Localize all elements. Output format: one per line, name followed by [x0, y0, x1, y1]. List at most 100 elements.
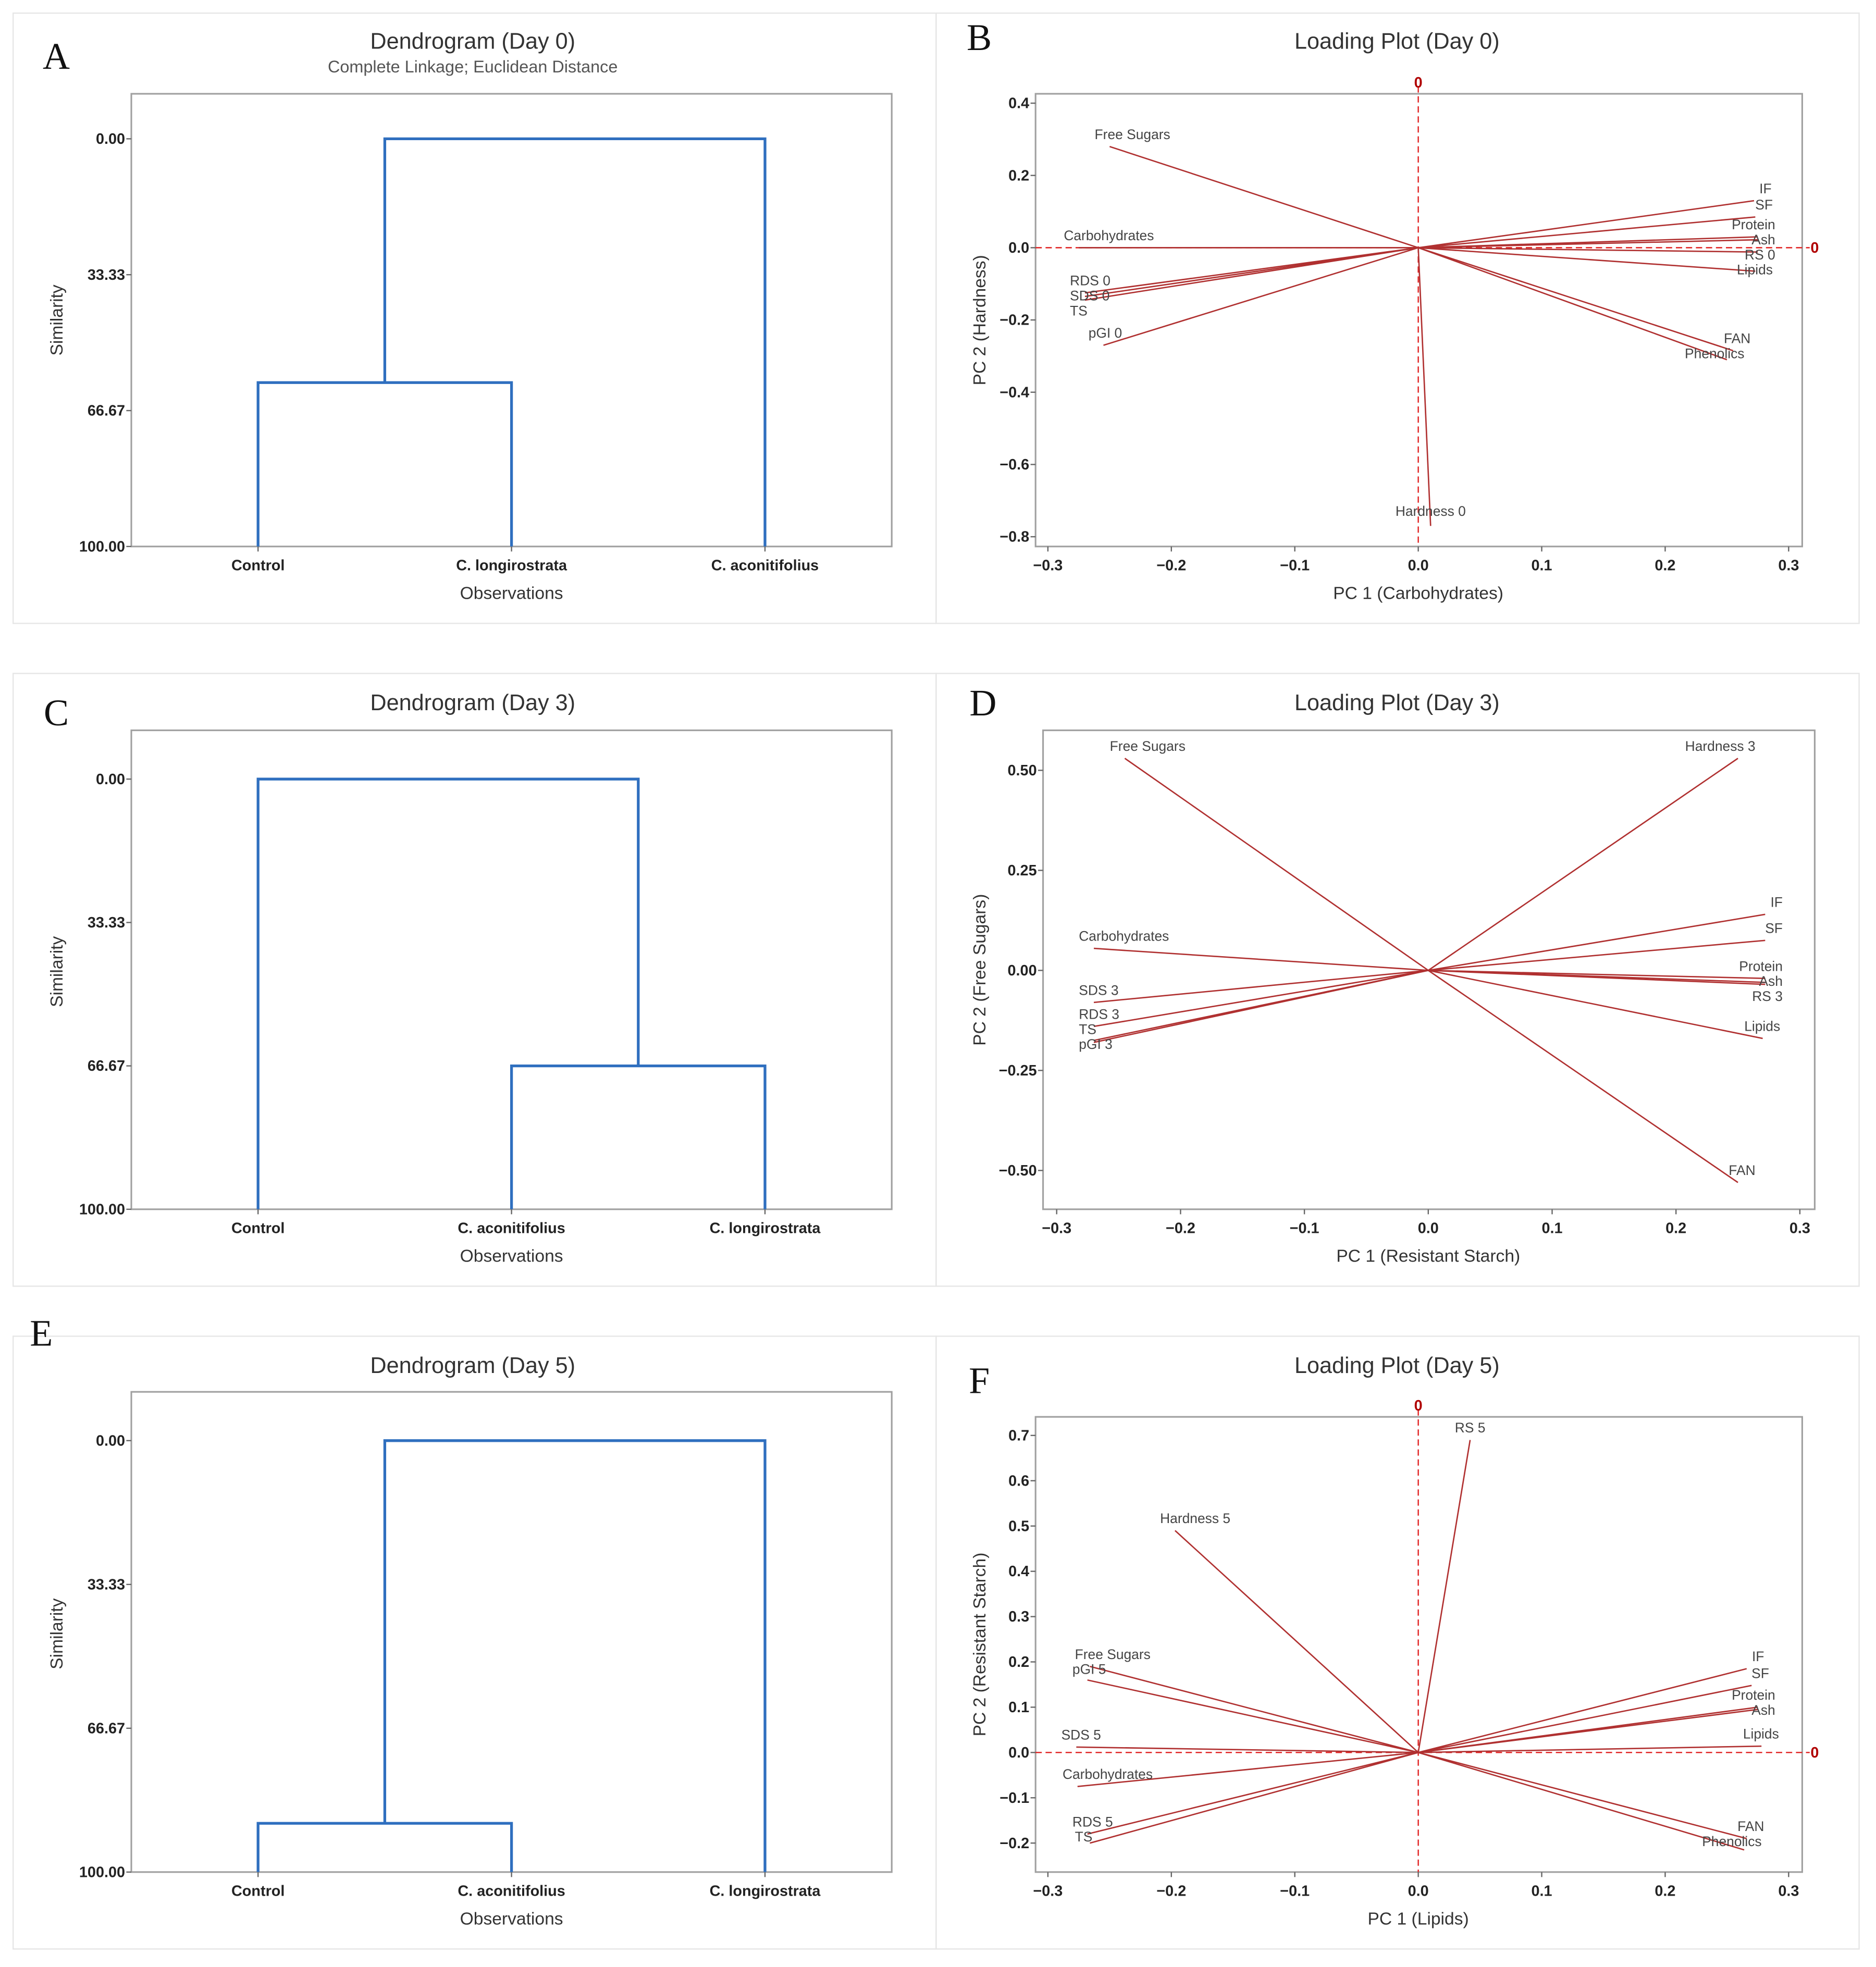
y-tick-label: 100.00 — [79, 1201, 125, 1218]
loading-vector — [1077, 1752, 1418, 1787]
loading-vector — [1418, 247, 1756, 272]
vector-label: Hardness 3 — [1685, 738, 1756, 754]
y-tick-label: 0.6 — [1008, 1473, 1029, 1489]
panel-letter: C — [44, 692, 69, 734]
vector-label: Phenolics — [1702, 1834, 1761, 1849]
loading-vector — [1418, 247, 1758, 253]
y-tick-label: 0.0 — [1008, 240, 1029, 256]
leaf-label: C. longirostrata — [710, 1883, 821, 1899]
leaf-label: C. aconitifolius — [711, 557, 819, 574]
x-tick-label: 0.3 — [1778, 1883, 1799, 1899]
x-tick-label: −0.3 — [1042, 1220, 1071, 1236]
x-tick-label: 0.3 — [1789, 1220, 1810, 1236]
panel-border — [13, 673, 937, 1287]
loading-vector — [1093, 970, 1429, 1043]
loading-vector — [1428, 758, 1738, 971]
panel-letter: B — [967, 17, 992, 58]
vector-label: SDS 5 — [1062, 1727, 1101, 1742]
x-tick-label: −0.3 — [1033, 1883, 1063, 1899]
leaf-label: C. aconitifolius — [458, 1883, 565, 1899]
panel-d: D Loading Plot (Day 3) −0.3 −0.2 −0.1 0.0 0.1 0… — [935, 673, 1860, 1287]
vector-label: Carbohydrates — [1063, 1766, 1153, 1782]
y-axis-title: Similarity — [47, 1598, 67, 1669]
vector-label: Protein — [1739, 958, 1783, 974]
y-axis-title: Similarity — [47, 284, 67, 355]
vector-label: TS — [1079, 1021, 1096, 1037]
y-axis-title: PC 2 (Resistant Starch) — [970, 1553, 990, 1737]
vector-label: SF — [1765, 920, 1783, 936]
x-tick-label: −0.2 — [1156, 1883, 1186, 1899]
loading-vector — [1124, 758, 1429, 971]
loading-vector — [1093, 947, 1428, 971]
x-tick-label: −0.2 — [1156, 557, 1186, 574]
y-tick-label: 100.00 — [79, 1864, 125, 1881]
vector-label: Phenolics — [1685, 345, 1744, 361]
vector-label: Protein — [1732, 1687, 1775, 1703]
vector-label: SDS 3 — [1079, 982, 1118, 998]
loading-vector — [1090, 1752, 1418, 1844]
x-tick-label: 0.1 — [1541, 1220, 1562, 1236]
vector-label: Lipids — [1743, 1726, 1779, 1742]
loading-vector — [1087, 1752, 1418, 1835]
x-tick-label: 0.0 — [1408, 1883, 1429, 1899]
vector-label: RDS 0 — [1070, 273, 1110, 289]
panel-letter: F — [969, 1360, 990, 1402]
reference-label: 0 — [1810, 240, 1819, 256]
panel-border — [935, 13, 1860, 624]
leaf-label: Control — [231, 1220, 285, 1236]
chart-title: Loading Plot (Day 3) — [1294, 690, 1500, 715]
vector-label: Lipids — [1744, 1018, 1780, 1034]
chart-title: Loading Plot (Day 5) — [1294, 1353, 1500, 1378]
y-tick-label: 0.7 — [1008, 1427, 1029, 1444]
y-tick-label: −0.4 — [999, 384, 1029, 401]
x-tick-label: −0.2 — [1166, 1220, 1195, 1236]
loading-vector — [1418, 1752, 1745, 1851]
y-tick-label: 0.4 — [1008, 95, 1029, 112]
loading-vector — [1093, 970, 1428, 1004]
x-tick-label: −0.1 — [1290, 1220, 1319, 1236]
vector-label: Free Sugars — [1095, 127, 1170, 142]
x-tick-label: 0.1 — [1532, 557, 1552, 574]
y-tick-label: 66.67 — [88, 403, 125, 419]
y-tick-label: 100.00 — [79, 538, 125, 555]
vector-label: Hardness 5 — [1160, 1511, 1230, 1526]
panel-letter: E — [30, 1312, 53, 1354]
vector-label: RS 3 — [1752, 988, 1783, 1004]
vector-label: SDS 0 — [1070, 288, 1109, 303]
vector-label: IF — [1759, 181, 1771, 196]
vector-label: FAN — [1724, 331, 1750, 347]
x-tick-label: −0.1 — [1280, 1883, 1310, 1899]
panel-e: E Dendrogram (Day 5) 0.00 33.33 66.67 100.00 C… — [13, 1312, 937, 1950]
vector-label: pGI 0 — [1089, 325, 1122, 341]
chart-title: Dendrogram (Day 0) — [370, 29, 575, 54]
y-tick-label: 0.50 — [1008, 762, 1037, 779]
loading-vector — [1428, 913, 1766, 971]
vector-label: Ash — [1751, 1702, 1775, 1718]
y-tick-label: −0.2 — [999, 312, 1029, 329]
vector-label: TS — [1070, 303, 1088, 318]
x-axis-title: PC 1 (Lipids) — [1368, 1910, 1469, 1929]
loading-vector — [1418, 1709, 1758, 1753]
loading-vector — [1428, 970, 1738, 1183]
leaf-label: Control — [231, 557, 285, 574]
x-axis-title: PC 1 (Resistant Starch) — [1336, 1247, 1520, 1266]
y-tick-label: 66.67 — [88, 1720, 125, 1737]
chart-title: Dendrogram (Day 3) — [370, 690, 575, 715]
y-tick-label: 0.5 — [1008, 1518, 1029, 1535]
dendrogram-link — [256, 381, 513, 547]
dendrogram-link — [383, 1439, 767, 1872]
loading-vector — [1175, 1530, 1419, 1753]
y-tick-label: 33.33 — [88, 914, 125, 931]
y-tick-label: 0.00 — [96, 771, 125, 788]
vector-label: Ash — [1759, 973, 1782, 989]
x-tick-label: −0.1 — [1280, 557, 1310, 574]
loading-vector — [1418, 200, 1755, 249]
vector-label: TS — [1075, 1829, 1093, 1845]
loading-vector — [1109, 145, 1419, 249]
vector-label: RDS 3 — [1079, 1006, 1119, 1022]
panel-c: C Dendrogram (Day 3) 0.00 33.33 66.67 100.00 C… — [13, 673, 937, 1287]
y-tick-label: −0.8 — [999, 529, 1029, 546]
vector-label: SF — [1755, 197, 1773, 213]
loading-vector — [1418, 1752, 1747, 1839]
loading-vector — [1428, 970, 1763, 1040]
